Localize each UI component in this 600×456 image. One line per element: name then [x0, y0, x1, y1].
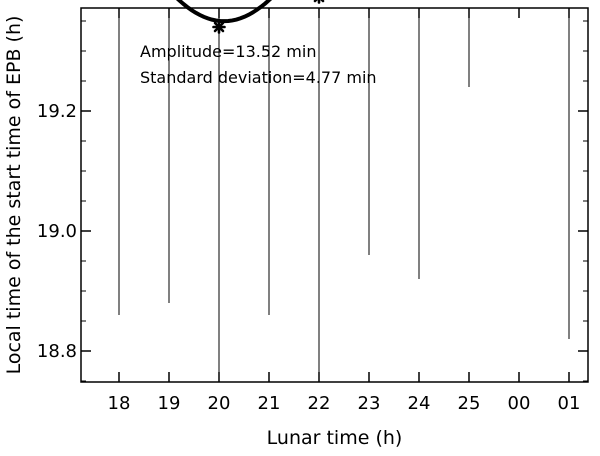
x-axis: 18 19 20 21 22 23 24 25 00 01 [108, 8, 581, 414]
y-tick-label: 19.0 [37, 221, 77, 242]
x-tick-label: 23 [358, 393, 381, 414]
x-tick-label: 20 [208, 393, 231, 414]
x-tick-label: 24 [408, 393, 431, 414]
x-tick-label: 01 [558, 393, 581, 414]
data-point [212, 20, 226, 34]
plot-elements [118, 0, 570, 382]
x-axis-label: Lunar time (h) [267, 427, 403, 449]
std-deviation-annotation: Standard deviation=4.77 min [140, 68, 377, 87]
x-tick-label: 00 [508, 393, 531, 414]
y-tick-label: 18.8 [37, 341, 77, 362]
data-point [313, 0, 325, 4]
amplitude-annotation: Amplitude=13.52 min [140, 42, 316, 61]
x-tick-label: 21 [258, 393, 281, 414]
x-tick-label: 22 [308, 393, 331, 414]
plot-frame [80, 7, 589, 383]
y-axis: 18.819.019.219.419.619.820.020.2 [37, 0, 588, 382]
y-tick-label: 19.4 [37, 0, 77, 2]
y-tick-label: 19.2 [37, 101, 77, 122]
y-axis-label: Local time of the start time of EPB (h) [3, 16, 25, 375]
fit-curve [175, 0, 273, 24]
x-tick-label: 18 [108, 393, 131, 414]
x-tick-label: 19 [158, 393, 181, 414]
x-tick-label: 25 [458, 393, 481, 414]
